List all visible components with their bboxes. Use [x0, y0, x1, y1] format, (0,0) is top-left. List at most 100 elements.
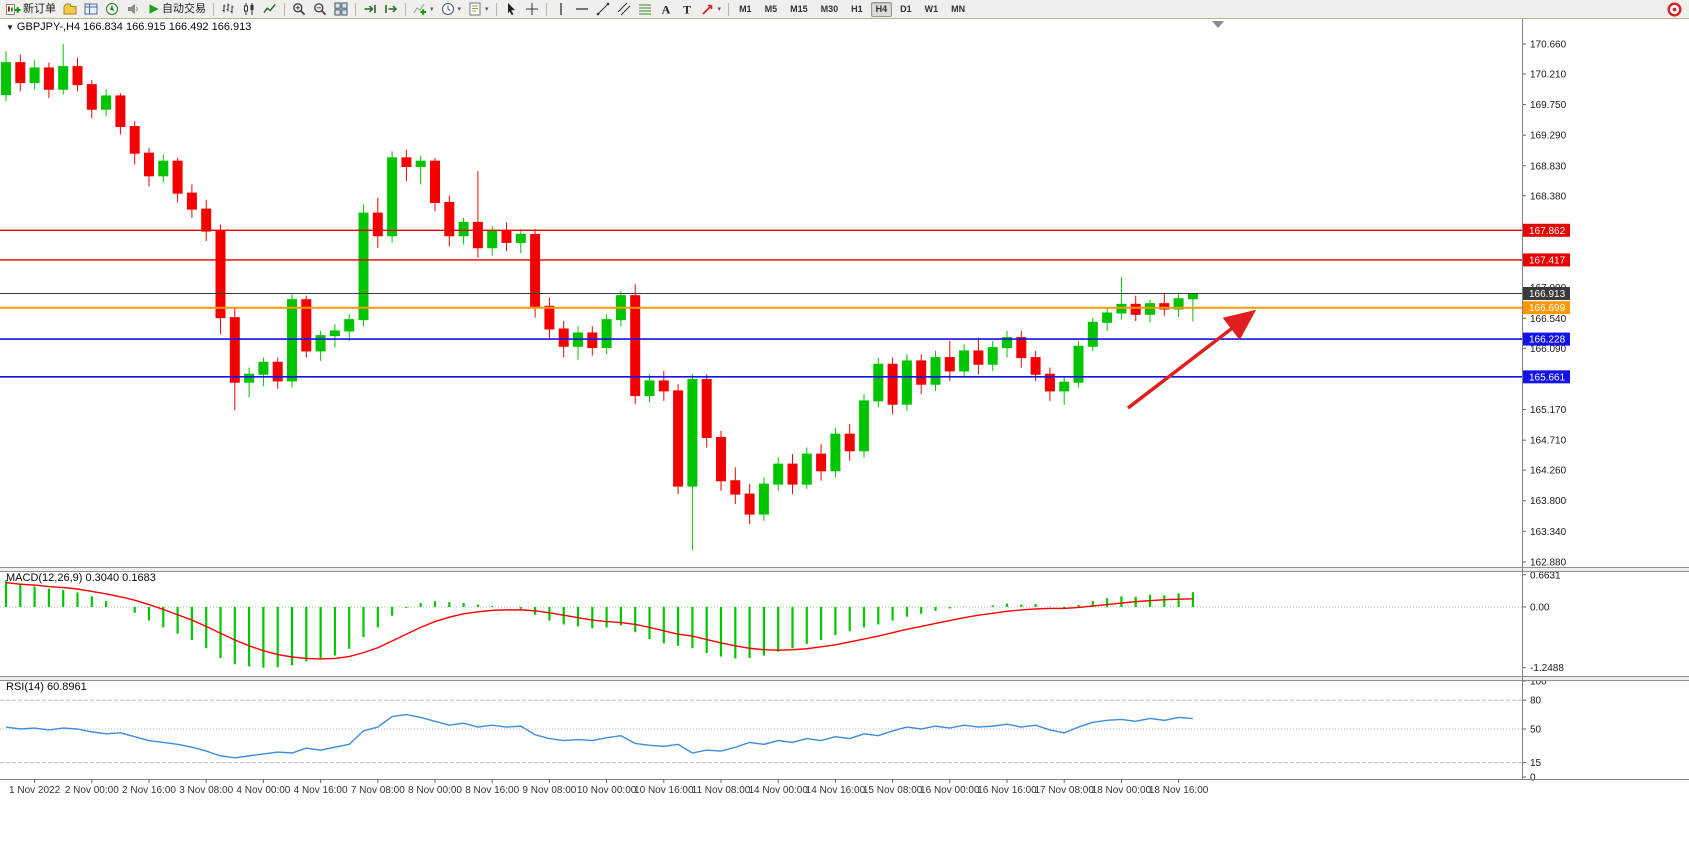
price-axis-label: 163.340 — [1530, 527, 1567, 538]
timeframe-button-m1[interactable]: M1 — [739, 3, 752, 14]
trendline-button[interactable] — [593, 0, 613, 18]
cursor-icon — [504, 2, 518, 16]
price-badge — [1523, 253, 1570, 267]
templates-button[interactable]: ▾ — [465, 0, 492, 18]
rsi-axis-label: 50 — [1530, 725, 1542, 736]
shapes-icon — [701, 2, 715, 16]
sound-button[interactable] — [123, 0, 143, 18]
candle — [544, 305, 555, 330]
time-axis-label: 3 Nov 08:00 — [179, 785, 233, 796]
indicators-button[interactable]: ▾ — [410, 0, 437, 18]
price-axis-label: 170.660 — [1530, 39, 1567, 50]
candle — [1145, 303, 1155, 315]
price-axis-label: 166.540 — [1530, 314, 1567, 325]
hline-button[interactable] — [572, 0, 592, 18]
indicators-icon — [413, 2, 427, 16]
candle — [1130, 303, 1141, 315]
toolbar: 新订单 自动交易 ▾ ▾ ▾ A T ▾ M1 M5 M15 M30 H1 H4 D1 W1 MN — [0, 0, 1689, 19]
new-order-button[interactable]: 新订单 — [3, 0, 59, 18]
crosshair-icon — [525, 2, 539, 16]
vline-icon — [554, 2, 568, 16]
candle — [587, 332, 598, 349]
tile-windows-button[interactable] — [331, 0, 351, 18]
candle — [830, 433, 841, 472]
candle — [844, 433, 855, 452]
new-order-icon — [6, 2, 21, 16]
timeframe-button-m15[interactable]: M15 — [790, 3, 808, 14]
price-axis-label: 163.800 — [1530, 496, 1567, 507]
text-button[interactable]: A — [656, 0, 676, 18]
time-axis[interactable]: 1 Nov 2022 2 Nov 00:00 2 Nov 16:00 3 Nov 08… — [9, 779, 1209, 796]
price-axis-label: 165.170 — [1530, 405, 1567, 416]
hlines-layer — [0, 229, 1522, 378]
candle — [959, 350, 970, 372]
candle — [787, 463, 798, 485]
trend-arrow[interactable] — [1126, 309, 1257, 410]
candle — [158, 160, 169, 177]
periods-button[interactable]: ▾ — [438, 0, 465, 18]
timeframe-button-m5[interactable]: M5 — [764, 3, 778, 14]
price-axis-label: 164.710 — [1530, 436, 1567, 447]
vline-button[interactable] — [551, 0, 571, 18]
price-axis-label: 166.090 — [1530, 344, 1567, 355]
candle — [773, 463, 784, 485]
timeframe-button-h1[interactable]: H1 — [851, 3, 863, 14]
chart-shift-marker[interactable] — [1212, 21, 1224, 28]
rsi-panel[interactable]: 100 80 50 15 0 — [0, 677, 1547, 784]
zoom-out-icon — [313, 2, 327, 16]
svg-text:A: A — [661, 3, 670, 17]
fibonacci-button[interactable] — [635, 0, 655, 18]
timeframe-button-d1[interactable]: D1 — [900, 3, 912, 14]
candle — [215, 230, 226, 319]
time-axis-label: 17 Nov 08:00 — [1034, 785, 1094, 796]
timeframe-button-mn[interactable]: MN — [951, 3, 966, 14]
candle — [816, 453, 827, 472]
label-button[interactable]: T — [677, 0, 697, 18]
time-axis-label: 1 Nov 2022 — [9, 785, 61, 796]
symbol-ohlc-text: GBPJPY-,H4 166.834 166.915 166.492 166.9… — [16, 21, 252, 33]
market-watch-button[interactable] — [81, 0, 101, 18]
candle — [1102, 312, 1113, 323]
macd-panel[interactable]: 0.6631 0.00 -1.2488 — [0, 570, 1564, 674]
zoom-in-button[interactable] — [289, 0, 309, 18]
price-badge — [1523, 301, 1570, 315]
autoscroll-button[interactable] — [360, 0, 380, 18]
candle — [430, 160, 440, 203]
channel-button[interactable] — [614, 0, 634, 18]
time-axis-label: 14 Nov 00:00 — [748, 785, 808, 796]
candle — [444, 201, 455, 237]
candle — [201, 208, 212, 232]
navigator-button[interactable] — [102, 0, 122, 18]
timeframe-button-m30[interactable]: M30 — [820, 3, 839, 14]
time-axis-label: 18 Nov 00:00 — [1092, 785, 1152, 796]
toolbar-separator — [545, 2, 547, 16]
chart-line-button[interactable] — [260, 0, 280, 18]
time-axis-label: 18 Nov 16:00 — [1149, 785, 1209, 796]
community-button[interactable] — [1664, 0, 1685, 18]
candle — [1159, 303, 1170, 310]
candle — [229, 317, 240, 383]
crosshair-button[interactable] — [522, 0, 542, 18]
autotrading-button[interactable]: 自动交易 — [144, 0, 209, 18]
chart-plot-area[interactable] — [0, 19, 1522, 779]
timeframe-button-w1[interactable]: W1 — [924, 3, 939, 14]
candle — [344, 319, 355, 332]
chart-bars-button[interactable] — [218, 0, 238, 18]
time-axis-label: 8 Nov 00:00 — [408, 785, 462, 796]
candle — [744, 493, 755, 515]
chart-shift-button[interactable] — [381, 0, 401, 18]
candle — [58, 66, 69, 90]
candle — [930, 357, 941, 385]
fibonacci-icon — [638, 2, 652, 16]
candle — [1030, 357, 1041, 375]
chart-candles-button[interactable] — [239, 0, 259, 18]
price-axis[interactable]: 170.660 170.210 169.750 169.290 168.830 168.3… — [1522, 39, 1570, 569]
profiles-button[interactable] — [60, 0, 80, 18]
chart-dropdown-icon[interactable]: ▼ — [6, 23, 14, 32]
timeframe-button-h4[interactable]: H4 — [870, 1, 893, 17]
cursor-button[interactable] — [501, 0, 521, 18]
candle — [101, 95, 112, 110]
shapes-button[interactable]: ▾ — [698, 0, 725, 18]
zoom-out-button[interactable] — [310, 0, 330, 18]
